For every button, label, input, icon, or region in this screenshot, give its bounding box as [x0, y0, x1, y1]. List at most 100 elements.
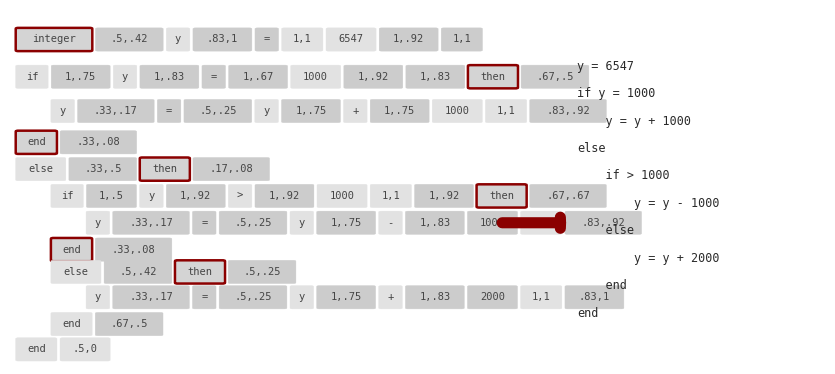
- FancyBboxPatch shape: [69, 157, 137, 181]
- Text: if y = 1000: if y = 1000: [577, 87, 655, 100]
- FancyBboxPatch shape: [406, 65, 465, 88]
- Text: .67,.5: .67,.5: [110, 319, 148, 329]
- Text: .33,.08: .33,.08: [112, 245, 155, 255]
- FancyBboxPatch shape: [60, 131, 137, 154]
- Text: end: end: [27, 137, 46, 147]
- FancyBboxPatch shape: [370, 99, 429, 123]
- Text: y: y: [94, 292, 101, 302]
- Text: .67,.5: .67,.5: [536, 72, 574, 82]
- Text: y: y: [299, 292, 305, 302]
- Text: .67,.67: .67,.67: [546, 191, 590, 201]
- Text: .83,.92: .83,.92: [546, 106, 590, 116]
- Text: else: else: [63, 267, 89, 277]
- Text: y = y + 2000: y = y + 2000: [577, 252, 720, 265]
- FancyBboxPatch shape: [344, 65, 402, 88]
- Text: then: then: [480, 72, 505, 82]
- Text: =: =: [201, 218, 207, 228]
- FancyBboxPatch shape: [166, 184, 225, 208]
- Text: .83,.92: .83,.92: [581, 218, 625, 228]
- Text: 1,.5: 1,.5: [99, 191, 124, 201]
- FancyBboxPatch shape: [317, 184, 367, 208]
- FancyBboxPatch shape: [139, 157, 190, 181]
- FancyBboxPatch shape: [565, 211, 641, 234]
- Text: else: else: [577, 224, 634, 237]
- Text: 1000: 1000: [480, 218, 505, 228]
- Text: integer: integer: [32, 34, 76, 45]
- Text: then: then: [152, 164, 177, 174]
- Text: =: =: [264, 34, 270, 45]
- Text: if: if: [61, 191, 73, 201]
- FancyBboxPatch shape: [290, 286, 314, 309]
- FancyBboxPatch shape: [51, 184, 84, 208]
- Text: y: y: [299, 218, 305, 228]
- Text: 2000: 2000: [480, 292, 505, 302]
- FancyBboxPatch shape: [405, 211, 464, 234]
- Text: .33,.5: .33,.5: [84, 164, 122, 174]
- Text: 1,.92: 1,.92: [269, 191, 300, 201]
- FancyBboxPatch shape: [255, 28, 279, 51]
- FancyBboxPatch shape: [16, 65, 48, 88]
- FancyBboxPatch shape: [86, 286, 109, 309]
- FancyBboxPatch shape: [326, 28, 376, 51]
- FancyBboxPatch shape: [565, 286, 624, 309]
- Text: y: y: [122, 72, 128, 82]
- Text: 1,.83: 1,.83: [419, 218, 450, 228]
- FancyBboxPatch shape: [290, 211, 314, 234]
- FancyBboxPatch shape: [51, 260, 101, 283]
- Text: y = 6547: y = 6547: [577, 60, 634, 73]
- Text: if: if: [26, 72, 38, 82]
- Text: 1,1: 1,1: [532, 218, 550, 228]
- Text: y: y: [149, 191, 154, 201]
- Text: 1,1: 1,1: [497, 106, 515, 116]
- FancyBboxPatch shape: [51, 65, 110, 88]
- Text: end: end: [27, 344, 46, 355]
- Text: 1,1: 1,1: [293, 34, 311, 45]
- Text: .33,.17: .33,.17: [94, 106, 138, 116]
- Text: 1,1: 1,1: [453, 34, 471, 45]
- FancyBboxPatch shape: [16, 131, 57, 154]
- Text: 1,.75: 1,.75: [331, 292, 362, 302]
- FancyBboxPatch shape: [202, 65, 225, 88]
- FancyBboxPatch shape: [51, 99, 74, 123]
- Text: .5,.25: .5,.25: [243, 267, 281, 277]
- FancyBboxPatch shape: [229, 65, 287, 88]
- FancyBboxPatch shape: [51, 238, 92, 261]
- FancyBboxPatch shape: [157, 99, 181, 123]
- FancyBboxPatch shape: [192, 211, 216, 234]
- Text: .5,.25: .5,.25: [235, 218, 271, 228]
- Text: =: =: [201, 292, 207, 302]
- FancyBboxPatch shape: [95, 312, 163, 336]
- Text: 1,1: 1,1: [532, 292, 550, 302]
- Text: .17,.08: .17,.08: [210, 164, 253, 174]
- FancyBboxPatch shape: [529, 184, 606, 208]
- Text: y: y: [94, 218, 101, 228]
- Text: .5,.42: .5,.42: [110, 34, 148, 45]
- Text: 1000: 1000: [445, 106, 470, 116]
- Text: 1000: 1000: [330, 191, 355, 201]
- Text: 1,.83: 1,.83: [419, 292, 450, 302]
- FancyBboxPatch shape: [316, 211, 376, 234]
- Text: .83,1: .83,1: [207, 34, 238, 45]
- FancyBboxPatch shape: [255, 99, 278, 123]
- Text: +: +: [352, 106, 358, 116]
- FancyBboxPatch shape: [104, 260, 172, 283]
- FancyBboxPatch shape: [468, 286, 518, 309]
- FancyBboxPatch shape: [379, 211, 402, 234]
- FancyBboxPatch shape: [219, 286, 287, 309]
- FancyBboxPatch shape: [414, 184, 473, 208]
- FancyBboxPatch shape: [405, 286, 464, 309]
- FancyBboxPatch shape: [95, 28, 163, 51]
- FancyBboxPatch shape: [86, 211, 109, 234]
- Text: y: y: [175, 34, 181, 45]
- FancyBboxPatch shape: [166, 28, 190, 51]
- FancyBboxPatch shape: [441, 28, 483, 51]
- FancyBboxPatch shape: [477, 184, 527, 208]
- FancyBboxPatch shape: [86, 184, 136, 208]
- Text: .33,.08: .33,.08: [77, 137, 120, 147]
- FancyBboxPatch shape: [343, 99, 367, 123]
- FancyBboxPatch shape: [255, 184, 314, 208]
- Text: =: =: [166, 106, 172, 116]
- FancyBboxPatch shape: [139, 184, 163, 208]
- FancyBboxPatch shape: [60, 338, 110, 361]
- Text: 1,.83: 1,.83: [420, 72, 451, 82]
